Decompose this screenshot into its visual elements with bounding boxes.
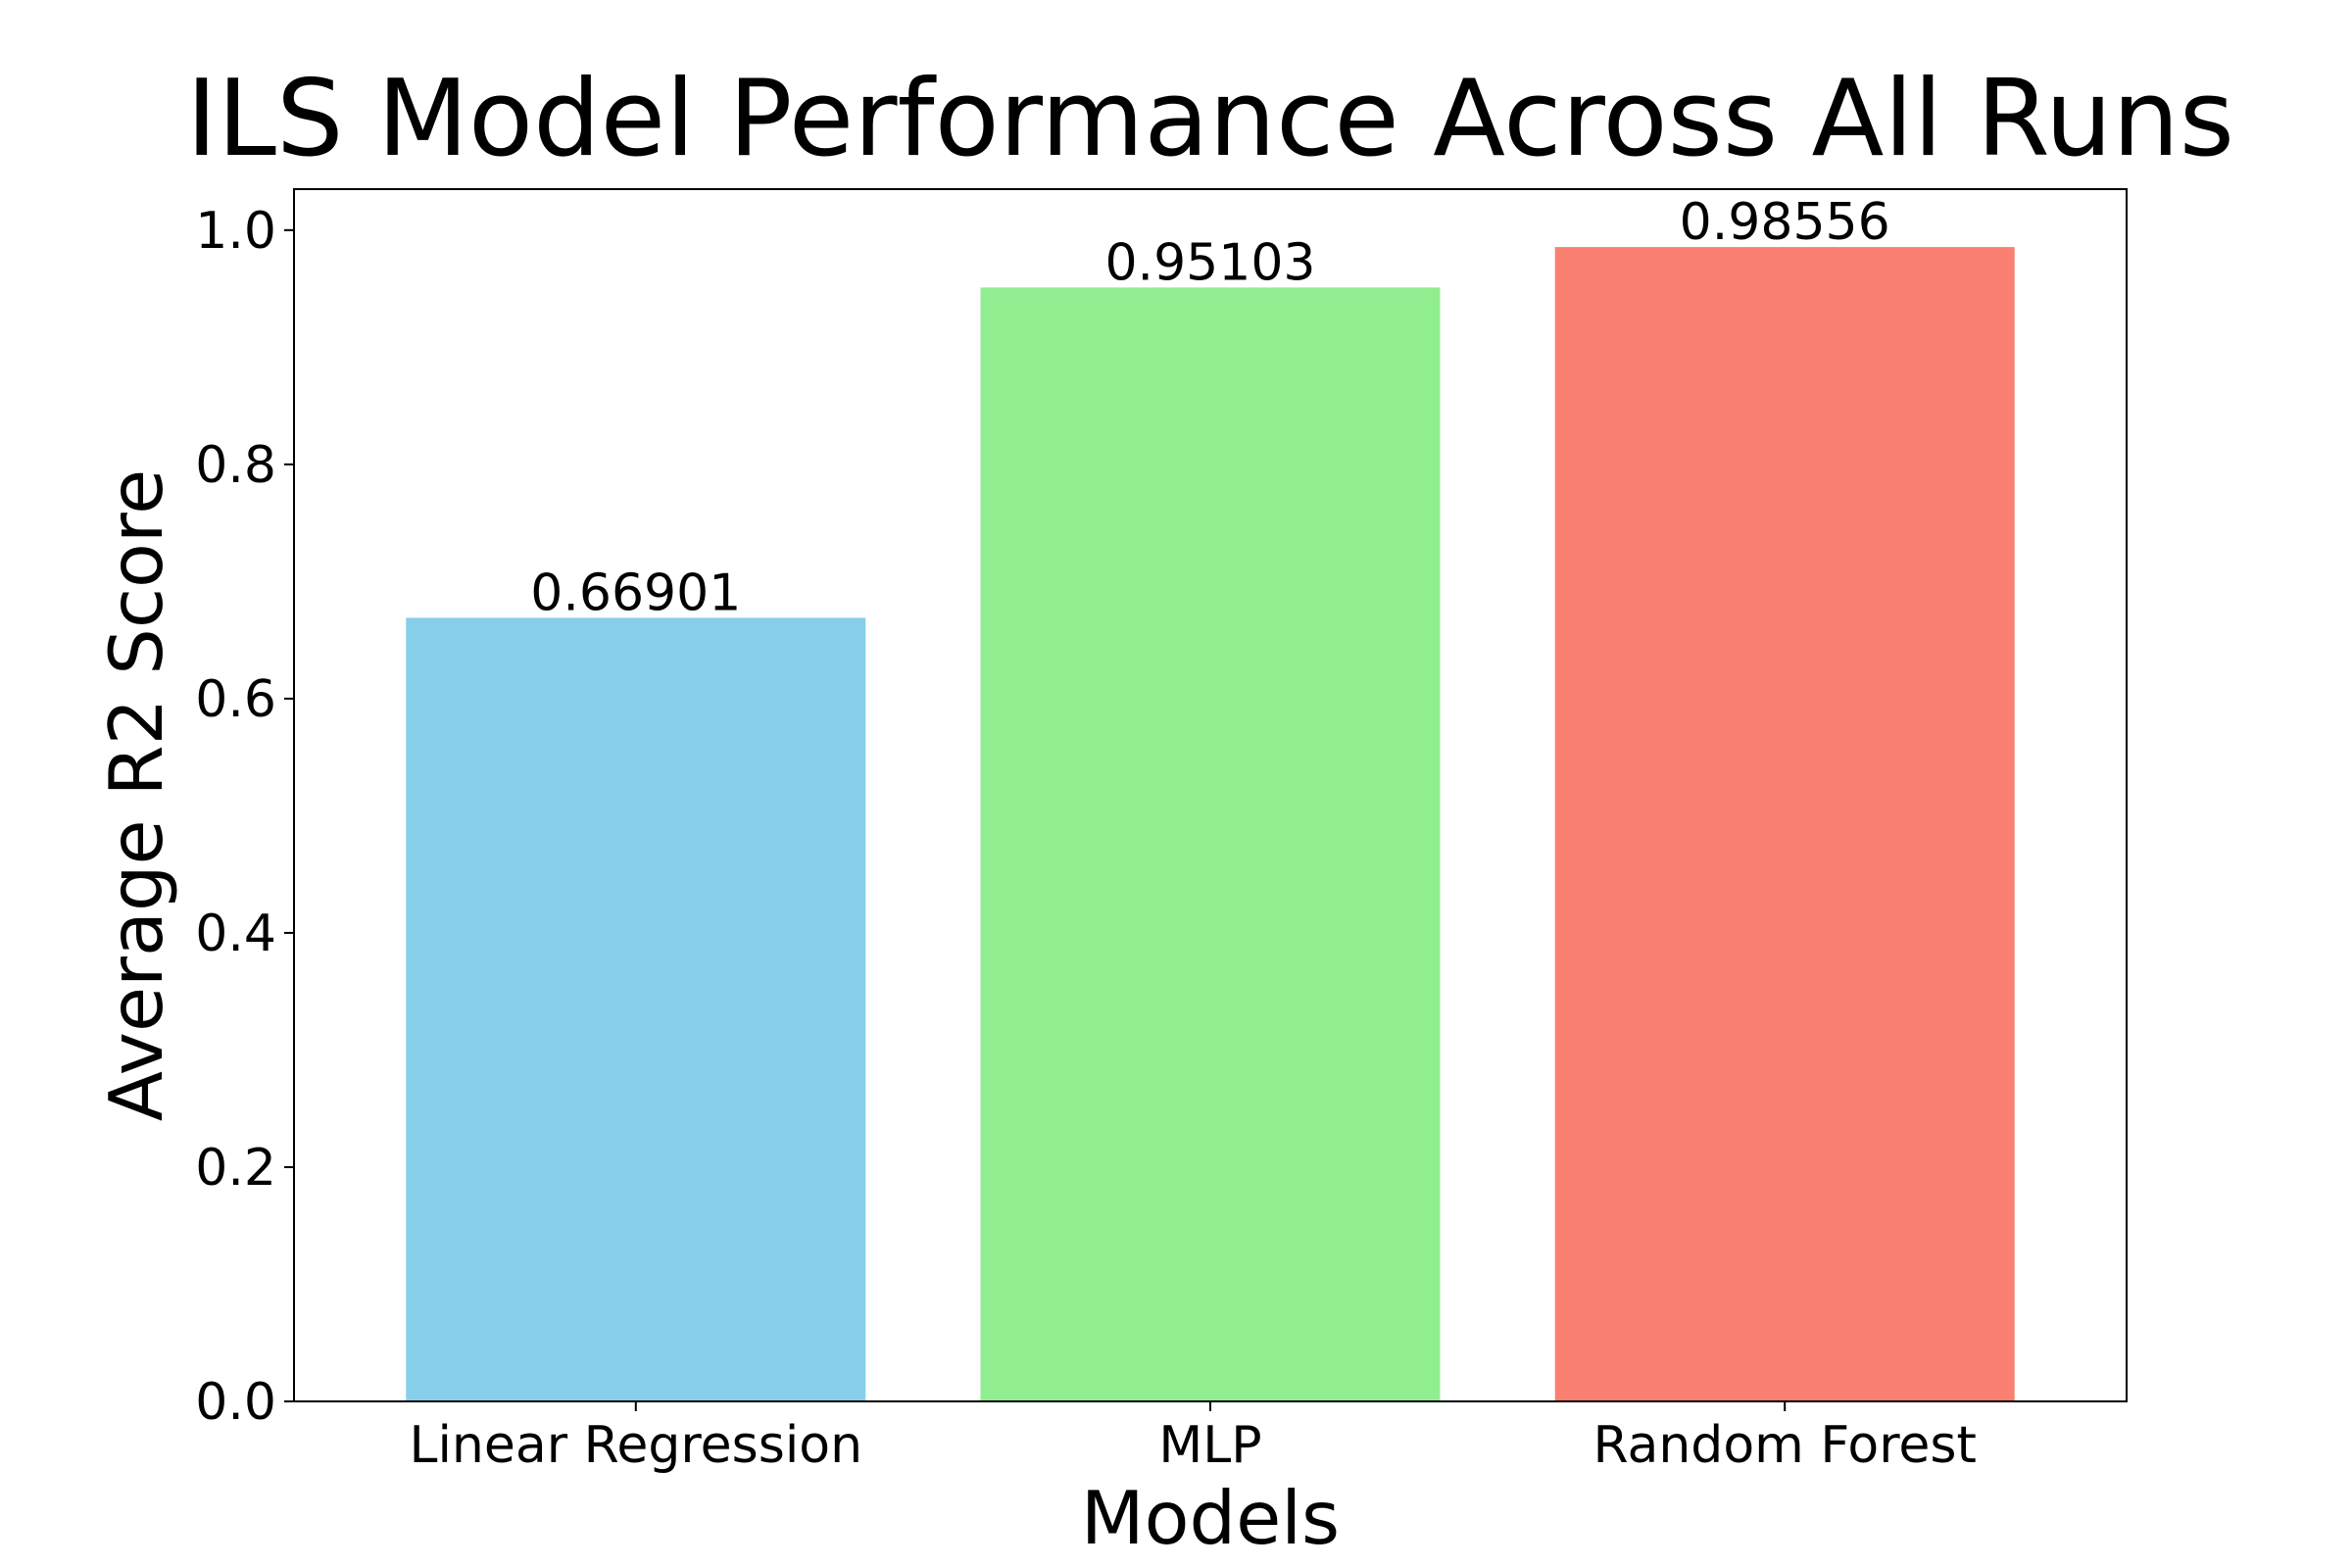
y-tick-label: 1.0 [195,202,276,261]
bar-value-label: 0.98556 [1680,193,1890,252]
y-tick-label: 0.0 [195,1373,276,1432]
x-tick-label: MLP [1158,1416,1261,1475]
x-axis-label: Models [1081,1475,1340,1561]
y-axis-ticks: 0.0 0.2 0.4 0.6 0.8 1.0 [195,202,294,1432]
y-tick-label: 0.8 [195,436,276,495]
y-tick-label: 0.2 [195,1139,276,1198]
x-tick-label: Linear Regression [410,1416,863,1475]
y-axis-label: Average R2 Score [93,469,179,1122]
plot-frame [293,188,2128,1402]
y-tick-label: 0.4 [195,905,276,963]
bar-linear-regression [406,617,866,1401]
bar-value-label: 0.95103 [1104,233,1315,292]
bar-random-forest [1554,247,2015,1402]
data-labels: 0.66901 0.95103 0.98556 [530,193,1889,622]
bar-value-label: 0.66901 [530,564,741,622]
y-tick-label: 0.6 [195,670,276,729]
x-axis-ticks: Linear Regression MLP Random Forest [410,1401,1977,1475]
x-tick-label: Random Forest [1593,1416,1977,1475]
bar-mlp [980,287,1441,1401]
chart-title: ILS Model Performance Across All Runs [186,58,2234,180]
bars-group [406,247,2015,1402]
